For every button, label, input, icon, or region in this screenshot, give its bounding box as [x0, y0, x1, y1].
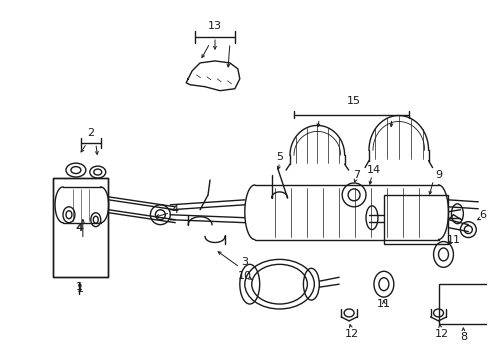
Text: 4: 4	[171, 205, 179, 215]
Text: 1: 1	[76, 284, 83, 294]
Text: 10: 10	[237, 271, 251, 281]
Bar	[53, 178, 107, 277]
Text: 2: 2	[87, 129, 94, 138]
Text: 9: 9	[434, 170, 441, 180]
Text: 4: 4	[76, 222, 83, 233]
Text: 12: 12	[345, 329, 358, 339]
Text: 4: 4	[75, 222, 82, 233]
Text: 14: 14	[366, 165, 380, 175]
Bar	[438, 284, 487, 324]
Bar	[383, 195, 447, 244]
Text: 1: 1	[75, 282, 82, 292]
Text: 13: 13	[207, 21, 222, 31]
Text: 12: 12	[433, 329, 447, 339]
Text: 11: 11	[446, 234, 460, 244]
Text: 15: 15	[346, 96, 360, 105]
Text: 11: 11	[376, 299, 390, 309]
Text: 3: 3	[241, 257, 248, 267]
Text: 5: 5	[276, 152, 283, 162]
Text: 8: 8	[459, 332, 466, 342]
Text: 6: 6	[479, 210, 486, 220]
Text: 7: 7	[353, 170, 360, 180]
